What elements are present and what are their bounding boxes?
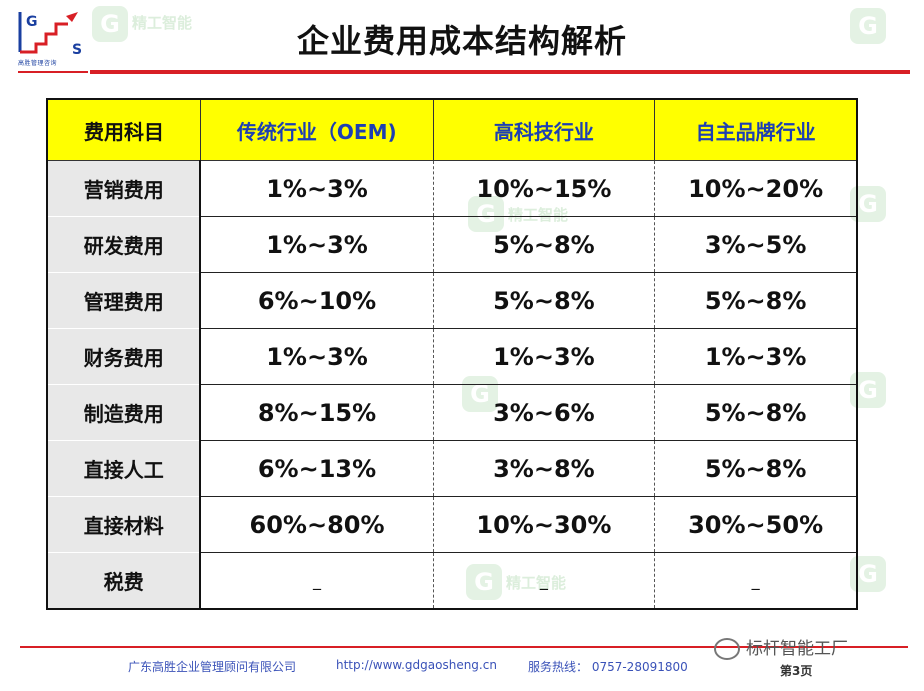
table-cell: 6%~13% [200, 440, 434, 497]
table-cell: _ [654, 552, 857, 609]
table-row: 税费 _ _ _ [47, 552, 857, 610]
table-row: 直接材料 60%~80% 10%~30% 30%~50% [47, 496, 857, 553]
row-label: 税费 [47, 552, 202, 610]
stairs-logo-icon: G S [18, 12, 82, 58]
brand-watermark: 标杆智能工厂 [714, 634, 848, 660]
table-cell: 5%~8% [654, 272, 857, 329]
table-cell: _ [313, 571, 322, 590]
page-title: 企业费用成本结构解析 [296, 22, 627, 60]
footer-divider [20, 646, 908, 648]
table-cell: 1%~3% [200, 216, 434, 273]
table-cell: _ [432, 552, 655, 609]
table-cell: 5%~8% [432, 272, 655, 329]
table-cell: 6%~10% [200, 272, 434, 329]
table-cell: 1%~3% [200, 328, 434, 385]
table-cell: 1%~3% [654, 328, 857, 385]
logo-caption: 高胜管理咨询 [18, 60, 58, 67]
cost-structure-table: 费用科目 传统行业（OEM) 高科技行业 自主品牌行业 营销费用 1%~3% 1… [46, 98, 858, 610]
table-cell: 5%~8% [654, 440, 857, 497]
title-divider-left [18, 71, 88, 73]
table-cell: 10%~15% [432, 160, 655, 217]
watermark-logo-icon: G [92, 6, 128, 42]
table-cell: 5%~8% [432, 216, 655, 273]
wechat-icon [714, 638, 740, 660]
table-row: 制造费用 8%~15% 3%~6% 5%~8% [47, 384, 857, 441]
company-logo: G S 高胜管理咨询 [16, 8, 86, 70]
row-label: 财务费用 [47, 328, 202, 385]
header-cost-item: 费用科目 [46, 98, 201, 161]
row-label: 研发费用 [47, 216, 202, 273]
table-cell: 60%~80% [200, 496, 434, 553]
table-header-row: 费用科目 传统行业（OEM) 高科技行业 自主品牌行业 [46, 98, 858, 161]
logo-letter-g: G [26, 14, 38, 30]
row-label: 直接材料 [47, 496, 202, 553]
table-cell: 30%~50% [654, 496, 857, 553]
row-label: 制造费用 [47, 384, 202, 441]
table-cell: 10%~20% [654, 160, 857, 217]
table-cell: 8%~15% [200, 384, 434, 441]
row-label: 营销费用 [47, 160, 202, 217]
table-row: 财务费用 1%~3% 1%~3% 1%~3% [47, 328, 857, 385]
footer-company: 广东高胜企业管理顾问有限公司 [128, 660, 297, 674]
footer-hotline: 服务热线： 0757-28091800 [528, 660, 688, 674]
page-number: 第3页 [780, 664, 813, 678]
watermark-logo-icon: G [850, 8, 886, 44]
logo-letter-s: S [72, 42, 82, 58]
table-cell: 10%~30% [432, 496, 655, 553]
watermark-text: 精工智能 [132, 14, 193, 32]
title-divider [90, 70, 910, 74]
table-row: 管理费用 6%~10% 5%~8% 5%~8% [47, 272, 857, 329]
header-traditional: 传统行业（OEM) [199, 98, 434, 161]
row-label: 管理费用 [47, 272, 202, 329]
table-cell: 3%~6% [432, 384, 655, 441]
header-own-brand: 自主品牌行业 [654, 98, 858, 161]
table-cell: 1%~3% [200, 160, 434, 217]
row-label: 直接人工 [47, 440, 202, 497]
table-row: 直接人工 6%~13% 3%~8% 5%~8% [47, 440, 857, 497]
table-cell: 3%~5% [654, 216, 857, 273]
header-hightech: 高科技行业 [432, 98, 656, 161]
brand-name: 标杆智能工厂 [746, 639, 848, 659]
table-cell: 3%~8% [432, 440, 655, 497]
footer-url[interactable]: http://www.gdgaosheng.cn [336, 658, 497, 672]
table-cell: 1%~3% [432, 328, 655, 385]
table-row: 研发费用 1%~3% 5%~8% 3%~5% [47, 216, 857, 273]
table-cell: 5%~8% [654, 384, 857, 441]
table-row: 营销费用 1%~3% 10%~15% 10%~20% [47, 160, 857, 217]
